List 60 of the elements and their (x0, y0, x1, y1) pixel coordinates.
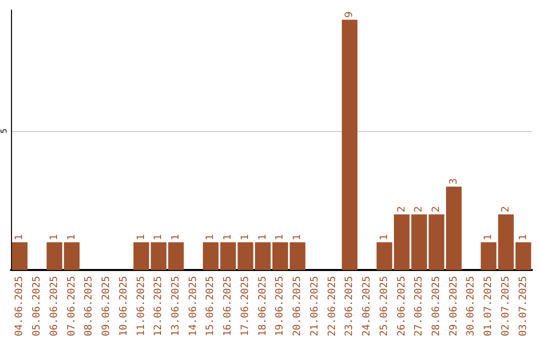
x-tick-label: 08.06.2025 (84, 276, 95, 336)
x-tick-label: 22.06.2025 (326, 276, 338, 336)
x-tick-label: 18.06.2025 (257, 276, 268, 336)
x-tick-label: 24.06.2025 (362, 276, 373, 336)
x-tick-label: 10.06.2025 (118, 276, 130, 336)
data-label: 2 (396, 206, 408, 212)
data-label: 1 (205, 234, 216, 240)
data-label: 1 (292, 234, 304, 240)
x-tick-label: 25.06.2025 (378, 276, 390, 336)
bar (64, 242, 80, 270)
data-label: 1 (136, 234, 147, 240)
x-tick-label: 04.06.2025 (14, 276, 26, 336)
x-tick-label: 17.06.2025 (240, 276, 251, 336)
x-tick-label: 30.06.2025 (466, 276, 477, 336)
data-label: 1 (14, 234, 26, 240)
x-tick-label: 15.06.2025 (205, 276, 216, 336)
data-label: 1 (153, 234, 164, 240)
x-tick-label: 29.06.2025 (448, 276, 460, 336)
data-label: 3 (448, 178, 460, 185)
data-label: 1 (378, 234, 390, 240)
x-tick-label: 19.06.2025 (274, 276, 286, 336)
bar (12, 242, 28, 270)
data-label: 1 (483, 234, 494, 240)
x-tick-label: 02.07.2025 (500, 276, 512, 336)
x-tick-label: 23.06.2025 (344, 276, 356, 336)
bar (394, 214, 410, 270)
data-label: 1 (170, 234, 182, 240)
bar (133, 242, 150, 270)
bar (342, 20, 358, 270)
x-tick-label: 07.06.2025 (66, 276, 78, 336)
x-tick-label: 11.06.2025 (136, 276, 147, 336)
data-label: 1 (240, 234, 251, 240)
x-tick-label: 16.06.2025 (222, 276, 234, 336)
x-tick-label: 05.06.2025 (32, 276, 43, 336)
data-label: 1 (518, 234, 529, 240)
x-tick-label: 13.06.2025 (170, 276, 182, 336)
data-label: 2 (500, 206, 512, 212)
data-label: 2 (414, 206, 425, 212)
bar (46, 242, 62, 270)
x-tick-label: 01.07.2025 (483, 276, 494, 336)
x-tick-label: 09.06.2025 (101, 276, 112, 336)
bar (202, 242, 219, 270)
x-tick-label: 21.06.2025 (309, 276, 320, 336)
x-tick-label: 12.06.2025 (153, 276, 164, 336)
x-tick-label: 28.06.2025 (430, 276, 442, 336)
data-label: 1 (274, 234, 286, 240)
data-label: 1 (66, 234, 78, 240)
x-tick-label: 06.06.2025 (48, 276, 60, 336)
x-tick-label: 14.06.2025 (188, 276, 199, 336)
x-tick-label: 26.06.2025 (396, 276, 408, 336)
y-tick-label: 5 (0, 128, 8, 134)
data-label: 1 (48, 234, 60, 240)
x-tick-label: 27.06.2025 (414, 276, 425, 336)
data-label: 1 (257, 234, 268, 240)
bar (376, 242, 392, 270)
data-label: 2 (430, 206, 442, 212)
data-label: 1 (222, 234, 234, 240)
data-label: 9 (344, 11, 356, 18)
x-tick-label: 03.07.2025 (518, 276, 529, 336)
x-tick-label: 20.06.2025 (292, 276, 304, 336)
